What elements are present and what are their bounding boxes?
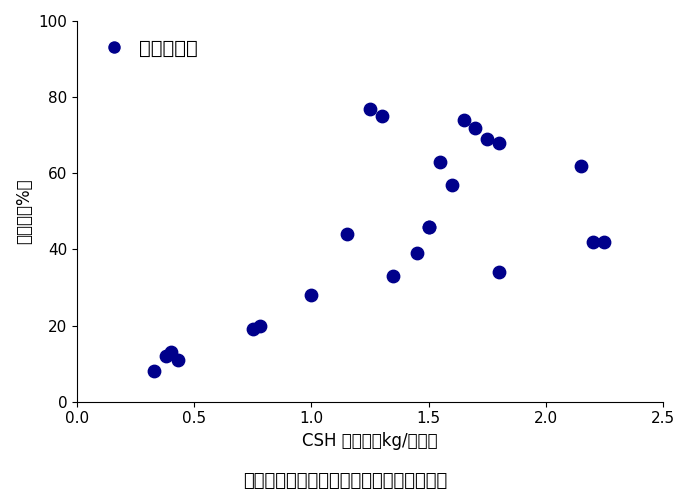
Point <box>411 249 422 257</box>
Point <box>423 222 434 230</box>
Point <box>364 104 375 112</box>
Point <box>172 356 184 364</box>
Legend: 色度除去率: 色度除去率 <box>87 30 206 66</box>
Point <box>306 291 317 299</box>
Point <box>470 124 481 132</box>
X-axis label: CSH 添加率（kg/トン）: CSH 添加率（kg/トン） <box>302 432 438 450</box>
Point <box>248 326 259 334</box>
Point <box>376 112 387 120</box>
Point <box>493 139 504 147</box>
Point <box>599 238 610 246</box>
Point <box>575 162 586 170</box>
Text: 図７．　資材の添加率と色度除去率の関係: 図７． 資材の添加率と色度除去率の関係 <box>243 472 447 490</box>
Point <box>493 268 504 276</box>
Point <box>166 348 177 356</box>
Point <box>482 135 493 143</box>
Point <box>587 238 598 246</box>
Point <box>423 222 434 230</box>
Point <box>161 352 172 360</box>
Point <box>446 180 457 188</box>
Point <box>149 368 160 376</box>
Point <box>388 272 399 280</box>
Point <box>435 158 446 166</box>
Point <box>341 230 352 238</box>
Y-axis label: 除去率（%）: 除去率（%） <box>15 178 33 244</box>
Point <box>255 322 266 330</box>
Point <box>458 116 469 124</box>
